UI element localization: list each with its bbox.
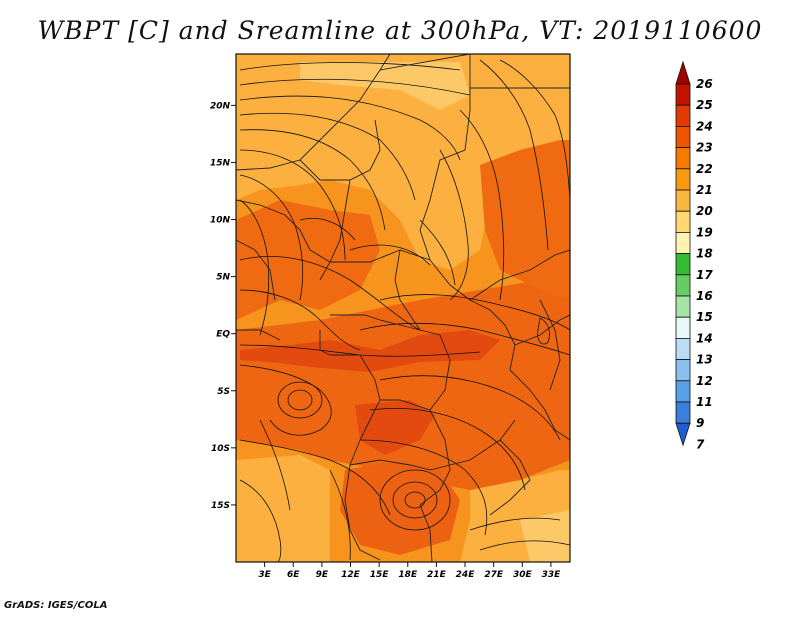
lon-tick-label: 27E (484, 570, 504, 580)
lat-tick-label: 5N (216, 273, 230, 283)
colorbar-swatch (675, 83, 691, 106)
map-frame (235, 53, 571, 563)
colorbar-label: 20 (696, 204, 713, 218)
lon-tick-label: 18E (398, 570, 418, 580)
latitude-axis: 20N 15N 10N 5N EQ 5S 10S 15S (210, 101, 236, 511)
lon-tick-label: 3E (258, 570, 271, 580)
wbpt-zone-20-southwest (236, 455, 330, 562)
colorbar-label: 17 (696, 268, 713, 282)
wbpt-zone-19-sahara (300, 62, 470, 110)
lon-tick-label: 33E (542, 570, 562, 580)
colorbar-swatch (675, 337, 691, 360)
colorbar-label: 18 (696, 247, 713, 261)
lat-tick-label: EQ (216, 330, 230, 340)
lat-tick-label: 15N (210, 158, 231, 168)
colorbar: 26 25 24 23 22 21 20 19 18 17 16 15 14 13 12 11 9 7 (675, 60, 713, 451)
colorbar-swatch (675, 147, 691, 170)
colorbar-swatch (675, 189, 691, 212)
colorbar-swatch (675, 274, 691, 297)
wbpt-zone-22-west (236, 200, 380, 320)
wbpt-zone-22-central (236, 280, 570, 490)
wbpt-zone-23-equator (240, 330, 500, 372)
colorbar-swatch (675, 231, 691, 254)
lon-tick-label: 12E (341, 570, 361, 580)
lat-tick-label: 10S (211, 444, 230, 454)
longitude-axis: 3E 6E 9E 12E 15E 18E 21E 24E 27E 30E 33E (258, 562, 561, 580)
lat-tick-label: 5S (217, 387, 230, 397)
lon-tick-label: 9E (316, 570, 329, 580)
map-title: WBPT [C] and Sreamline at 300hPa, VT: 20… (37, 16, 763, 45)
wbpt-zone-19-southeast (520, 510, 570, 562)
colorbar-label: 13 (696, 353, 713, 367)
colorbar-label: 9 (696, 416, 704, 430)
colorbar-label: 7 (696, 437, 705, 451)
lon-tick-label: 24E (456, 570, 476, 580)
colorbar-label: 19 (696, 225, 713, 239)
lat-tick-label: 10N (210, 216, 231, 226)
colorbar-label: 12 (696, 374, 713, 388)
streamlines (239, 59, 570, 562)
wbpt-zone-23-congo (355, 400, 435, 455)
colorbar-label: 21 (696, 183, 713, 197)
lon-tick-label: 30E (513, 570, 533, 580)
colorbar-swatch (675, 253, 691, 276)
colorbar-label: 25 (696, 98, 713, 112)
lon-tick-label: 6E (287, 570, 300, 580)
colorbar-top-arrow (675, 60, 691, 85)
colorbar-swatch (675, 104, 691, 127)
colorbar-label: 11 (696, 395, 713, 409)
colorbar-label: 23 (696, 141, 713, 155)
lon-tick-label: 15E (370, 570, 390, 580)
map-panel (236, 54, 570, 562)
colorbar-label: 24 (696, 119, 713, 133)
colorbar-swatch (675, 316, 691, 339)
grads-credit: GrADS: IGES/COLA (4, 600, 108, 611)
colorbar-swatch (675, 168, 691, 191)
wbpt-zone-22-south (340, 460, 460, 555)
colorbar-swatch (675, 380, 691, 403)
colorbar-label: 16 (696, 289, 713, 303)
colorbar-swatch (675, 126, 691, 149)
lat-tick-label: 20N (210, 101, 231, 111)
lon-tick-label: 21E (427, 570, 447, 580)
colorbar-bottom-arrow (675, 422, 691, 447)
lake-victoria (537, 317, 551, 345)
country-borders (236, 54, 570, 562)
colorbar-swatch (675, 359, 691, 382)
colorbar-label: 26 (696, 77, 713, 91)
colorbar-swatch (675, 295, 691, 318)
colorbar-swatch (675, 401, 691, 424)
colorbar-label: 15 (696, 310, 713, 324)
colorbar-label: 14 (696, 331, 713, 345)
lat-tick-label: 15S (211, 501, 230, 511)
colorbar-label: 22 (696, 162, 713, 176)
colorbar-swatch (675, 210, 691, 233)
